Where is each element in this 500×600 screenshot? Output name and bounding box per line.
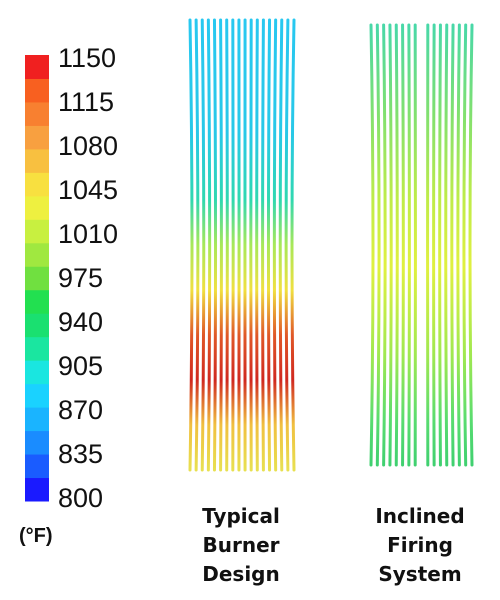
legend-color-band (25, 266, 49, 291)
label-line: Design (202, 562, 280, 586)
tube (212, 18, 218, 472)
legend-tick-label: 940 (58, 307, 104, 337)
legend-tick-label: 1045 (58, 175, 119, 205)
legend-color-band (25, 454, 49, 479)
legend-tick-label: 1115 (58, 87, 115, 117)
label-line: Typical (202, 504, 280, 528)
tube (438, 23, 442, 467)
tube (375, 23, 381, 467)
label-line: Firing (387, 533, 453, 557)
legend-tick-label: 905 (58, 351, 104, 381)
legend-color-band (25, 289, 49, 314)
legend-tick-label: 1010 (58, 219, 119, 249)
tube (284, 18, 290, 472)
legend-color-band (25, 336, 49, 361)
legend-color-band (25, 407, 49, 432)
label-line: System (378, 562, 462, 586)
tube (194, 18, 200, 472)
unit-label: (°F) (19, 525, 53, 547)
tube (219, 18, 223, 472)
tube (255, 18, 259, 472)
legend-tick-label: 1080 (58, 131, 119, 161)
tube (450, 23, 455, 467)
label-line: Inclined (375, 504, 465, 528)
typical-burner-tubes (188, 18, 296, 472)
legend-color-band (25, 242, 49, 267)
legend-tick-label: 870 (58, 395, 104, 425)
legend-color-band (25, 430, 49, 455)
tube (382, 23, 387, 467)
tube (206, 18, 212, 472)
tube (200, 18, 206, 472)
tube (278, 18, 284, 472)
tube (462, 23, 468, 467)
legend-color-band (25, 172, 49, 197)
tube (394, 23, 399, 467)
tube (401, 23, 405, 467)
tube (444, 23, 449, 467)
tube (456, 23, 461, 467)
legend-color-band (25, 383, 49, 408)
legend-tick-label: 1150 (58, 43, 117, 73)
tube (188, 18, 194, 472)
tube (266, 18, 272, 472)
legend-tick-label: 835 (58, 439, 104, 469)
tube (369, 23, 375, 467)
legend-color-band (25, 148, 49, 173)
tube (432, 23, 436, 467)
legend-tick-label: 975 (58, 263, 104, 293)
typical-burner-design-label: Typical Burner Design (181, 502, 301, 589)
tube (407, 23, 411, 467)
tube (225, 18, 229, 472)
legend-color-band (25, 219, 49, 244)
legend-color-band (25, 55, 49, 79)
tube (290, 18, 296, 472)
tube (261, 18, 265, 472)
legend-color-band (25, 477, 49, 502)
label-line: Burner (202, 533, 280, 557)
legend-tick-label: 800 (58, 483, 104, 513)
inclined-firing-tubes (369, 23, 474, 467)
legend-color-band (25, 101, 49, 126)
tube (468, 23, 474, 467)
tube (272, 18, 278, 472)
legend-color-band (25, 125, 49, 150)
legend-color-band (25, 313, 49, 338)
legend-color-band (25, 78, 49, 103)
tube (388, 23, 393, 467)
legend-color-band (25, 195, 49, 220)
legend-color-band (25, 360, 49, 385)
inclined-firing-system-label: Inclined Firing System (360, 502, 480, 589)
